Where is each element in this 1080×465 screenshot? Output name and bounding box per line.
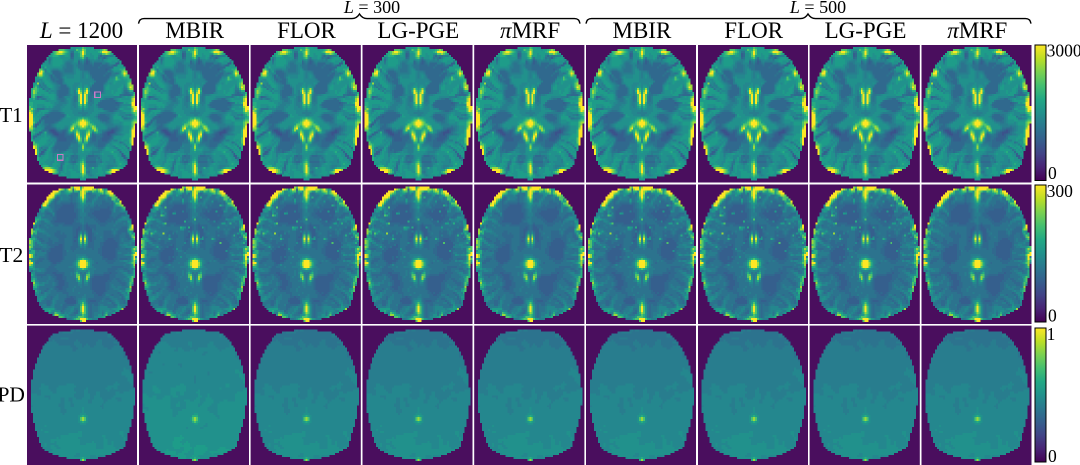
svg-text:L = 500: L = 500 <box>789 0 846 17</box>
svg-text:300: 300 <box>1047 181 1074 201</box>
svg-text:MBIR: MBIR <box>165 18 224 43</box>
svg-text:FLOR: FLOR <box>277 18 336 43</box>
svg-text:0: 0 <box>1048 446 1057 465</box>
svg-text:LG-PGE: LG-PGE <box>377 18 459 43</box>
svg-text:PD: PD <box>0 383 25 407</box>
svg-text:πMRF: πMRF <box>500 18 560 43</box>
svg-text:L = 1200: L = 1200 <box>39 18 123 43</box>
svg-text:T2: T2 <box>0 243 23 267</box>
svg-text:0: 0 <box>1048 163 1057 183</box>
svg-text:T1: T1 <box>0 103 23 127</box>
svg-text:LG-PGE: LG-PGE <box>825 18 907 43</box>
svg-text:3000: 3000 <box>1047 40 1080 60</box>
svg-text:L = 300: L = 300 <box>343 0 400 17</box>
svg-text:πMRF: πMRF <box>947 18 1007 43</box>
svg-text:FLOR: FLOR <box>724 18 783 43</box>
svg-text:MBIR: MBIR <box>613 18 672 43</box>
svg-text:1: 1 <box>1047 324 1056 344</box>
svg-text:0: 0 <box>1048 306 1057 326</box>
